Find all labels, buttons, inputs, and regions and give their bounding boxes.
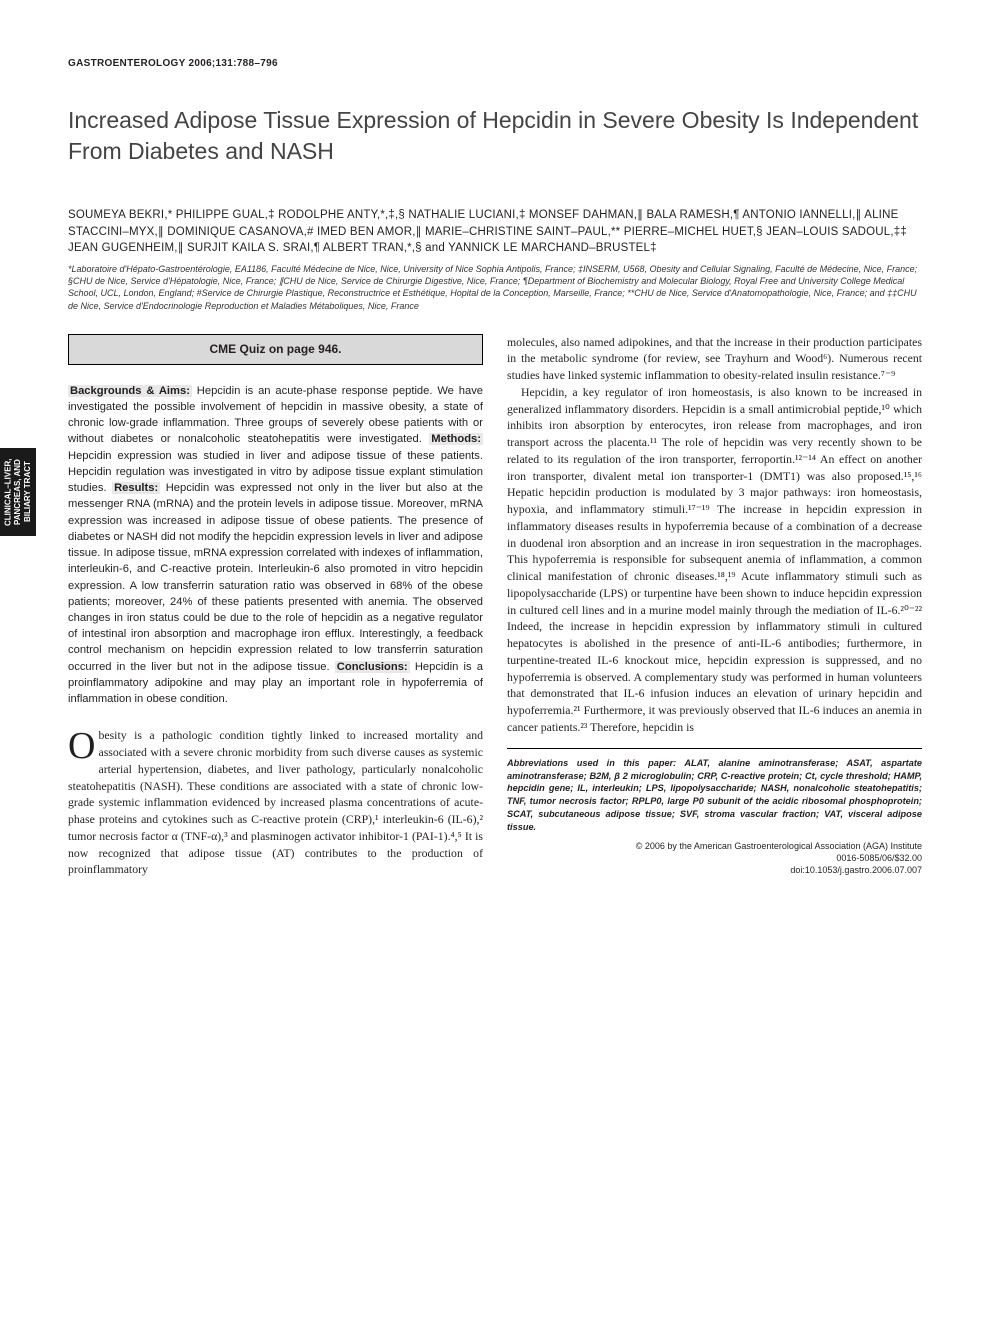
section-side-tab: CLINICAL–LIVER, PANCREAS, AND BILIARY TR…: [0, 448, 36, 536]
running-header: GASTROENTEROLOGY 2006;131:788–796: [68, 58, 922, 69]
abstract-results-label: Results:: [112, 482, 160, 494]
abstract-block: Backgrounds & Aims: Hepcidin is an acute…: [68, 383, 483, 708]
intro-p1-text: besity is a pathologic condition tightly…: [68, 728, 483, 876]
intro-paragraph-2: molecules, also named adipokines, and th…: [507, 334, 922, 384]
footnote-rule: [507, 748, 922, 749]
cme-quiz-box: CME Quiz on page 946.: [68, 334, 483, 365]
abstract-results-text: Hepcidin was expressed not only in the l…: [68, 482, 483, 673]
copyright-block: © 2006 by the American Gastroenterologic…: [507, 840, 922, 876]
copyright-line-1: © 2006 by the American Gastroenterologic…: [507, 840, 922, 852]
dropcap-letter: O: [68, 727, 98, 762]
abstract-conclusions-label: Conclusions:: [335, 661, 410, 673]
left-column: CME Quiz on page 946. Backgrounds & Aims…: [68, 334, 483, 878]
abstract-methods-label: Methods:: [429, 433, 483, 445]
copyright-line-3: doi:10.1053/j.gastro.2006.07.007: [507, 864, 922, 876]
intro-paragraph-1: Obesity is a pathologic condition tightl…: [68, 727, 483, 878]
intro-paragraph-3: Hepcidin, a key regulator of iron homeos…: [507, 384, 922, 736]
author-list: SOUMEYA BEKRI,* PHILIPPE GUAL,‡ RODOLPHE…: [68, 207, 922, 257]
copyright-line-2: 0016-5085/06/$32.00: [507, 852, 922, 864]
abbreviations-box: Abbreviations used in this paper: ALAT, …: [507, 757, 922, 834]
article-title: Increased Adipose Tissue Expression of H…: [68, 105, 922, 167]
abstract-background-label: Backgrounds & Aims:: [68, 385, 192, 397]
affiliations: *Laboratoire d'Hépato-Gastroentérologie,…: [68, 263, 922, 312]
two-column-layout: CME Quiz on page 946. Backgrounds & Aims…: [68, 334, 922, 878]
right-column: molecules, also named adipokines, and th…: [507, 334, 922, 878]
